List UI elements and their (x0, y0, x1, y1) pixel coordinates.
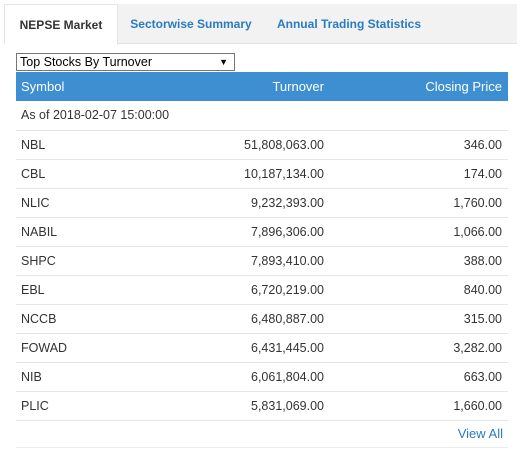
cell-symbol: SHPC (21, 254, 56, 268)
stocks-filter-select[interactable]: Top Stocks By Turnover ▼ (16, 53, 235, 71)
cell-closing-price: 1,066.00 (453, 225, 502, 239)
cell-symbol: EBL (21, 283, 45, 297)
cell-closing-price: 1,760.00 (453, 196, 502, 210)
cell-turnover: 7,893,410.00 (251, 254, 324, 268)
header-symbol: Symbol (21, 79, 65, 94)
cell-turnover: 5,831,069.00 (251, 399, 324, 413)
cell-closing-price: 1,660.00 (453, 399, 502, 413)
cell-closing-price: 346.00 (463, 138, 502, 152)
top-stocks-table: Symbol Turnover Closing Price As of 2018… (16, 72, 508, 421)
table-row: EBL 6,720,219.00 840.00 (16, 276, 508, 305)
tab-nepse-market[interactable]: NEPSE Market (4, 4, 118, 45)
cell-symbol: NIB (21, 370, 42, 384)
cell-symbol: NABIL (21, 225, 58, 239)
cell-closing-price: 840.00 (463, 283, 502, 297)
table-header: Symbol Turnover Closing Price (16, 72, 508, 101)
table-row: SHPC 7,893,410.00 388.00 (16, 247, 508, 276)
tab-sectorwise-summary[interactable]: Sectorwise Summary (130, 17, 252, 31)
cell-turnover: 51,808,063.00 (244, 138, 324, 152)
table-row: NBL 51,808,063.00 346.00 (16, 131, 508, 160)
cell-symbol: NBL (21, 138, 46, 152)
tab-annual-trading-statistics[interactable]: Annual Trading Statistics (276, 17, 422, 31)
view-all-link[interactable]: View All (457, 426, 503, 441)
cell-symbol: FOWAD (21, 341, 68, 355)
table-row: NLIC 9,232,393.00 1,760.00 (16, 189, 508, 218)
cell-symbol: NLIC (21, 196, 50, 210)
cell-closing-price: 663.00 (463, 370, 502, 384)
table-row: PLIC 5,831,069.00 1,660.00 (16, 392, 508, 421)
cell-symbol: NCCB (21, 312, 57, 326)
table-row: CBL 10,187,134.00 174.00 (16, 160, 508, 189)
cell-symbol: PLIC (21, 399, 49, 413)
cell-turnover: 6,720,219.00 (251, 283, 324, 297)
cell-turnover: 6,061,804.00 (251, 370, 324, 384)
cell-turnover: 10,187,134.00 (244, 167, 324, 181)
as-of-timestamp: As of 2018-02-07 15:00:00 (16, 101, 508, 131)
cell-turnover: 9,232,393.00 (251, 196, 324, 210)
cell-turnover: 6,431,445.00 (251, 341, 324, 355)
table-row: NIB 6,061,804.00 663.00 (16, 363, 508, 392)
table-row: NCCB 6,480,887.00 315.00 (16, 305, 508, 334)
cell-turnover: 7,896,306.00 (251, 225, 324, 239)
stocks-filter-value: Top Stocks By Turnover (20, 55, 153, 69)
table-row: NABIL 7,896,306.00 1,066.00 (16, 218, 508, 247)
cell-closing-price: 3,282.00 (453, 341, 502, 355)
cell-closing-price: 315.00 (463, 312, 502, 326)
tab-bar: NEPSE Market Sectorwise Summary Annual T… (4, 4, 517, 45)
cell-closing-price: 174.00 (463, 167, 502, 181)
dropdown-arrow-icon: ▼ (219, 57, 228, 67)
cell-closing-price: 388.00 (463, 254, 502, 268)
cell-turnover: 6,480,887.00 (251, 312, 324, 326)
header-closing-price: Closing Price (425, 79, 502, 94)
divider (16, 447, 508, 448)
table-row: FOWAD 6,431,445.00 3,282.00 (16, 334, 508, 363)
header-turnover: Turnover (272, 79, 324, 94)
cell-symbol: CBL (21, 167, 46, 181)
